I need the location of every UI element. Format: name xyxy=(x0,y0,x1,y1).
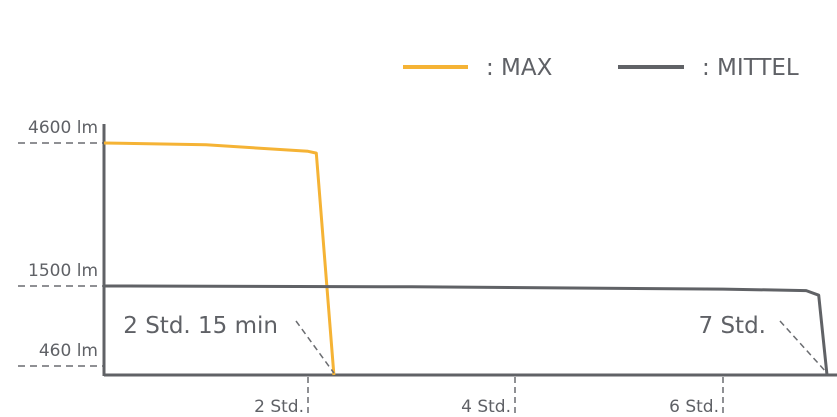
y-tick-label: 4600 lm xyxy=(28,118,98,138)
annotation-pointer xyxy=(295,320,335,374)
labels: 4600 lm 1500 lm 460 lm 2 Std. 4 Std. 6 Std. 2 … xyxy=(28,118,828,417)
reference-lines xyxy=(18,142,724,417)
y-tick-label: 1500 lm xyxy=(28,261,98,281)
x-tick-label: 4 Std. xyxy=(461,397,511,417)
axes xyxy=(102,124,837,377)
series-line-mittel xyxy=(103,284,829,376)
annotation-label: 7 Std. xyxy=(699,313,766,339)
x-tick-label: 2 Std. xyxy=(254,397,304,417)
legend: : MAX : MITTEL xyxy=(403,55,799,81)
series-line-max xyxy=(103,141,336,376)
series-lines xyxy=(103,141,829,376)
legend-label: : MAX xyxy=(486,55,553,81)
annotation-pointer xyxy=(779,320,828,374)
y-tick-label: 460 lm xyxy=(39,341,98,361)
annotation-label: 2 Std. 15 min xyxy=(123,313,278,339)
legend-label: : MITTEL xyxy=(702,55,799,81)
x-tick-label: 6 Std. xyxy=(669,397,719,417)
